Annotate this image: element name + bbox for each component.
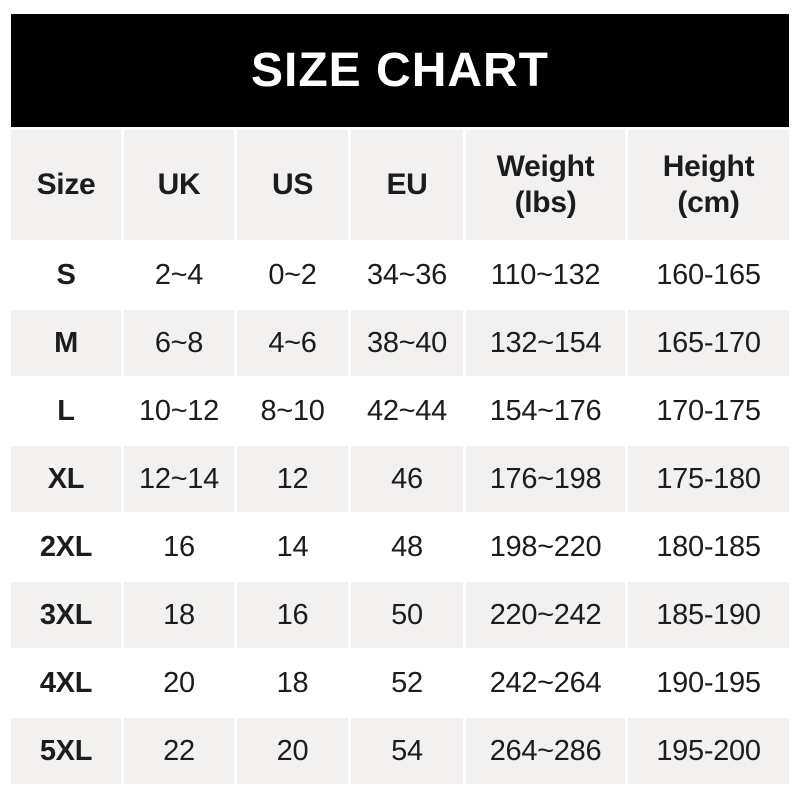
cell-size: M xyxy=(11,310,121,376)
cell-height: 160-165 xyxy=(628,242,789,308)
cell-size: XL xyxy=(11,446,121,512)
cell-height: 180-185 xyxy=(628,514,789,580)
cell-us: 8~10 xyxy=(237,378,348,444)
cell-eu: 46 xyxy=(351,446,463,512)
cell-height: 165-170 xyxy=(628,310,789,376)
cell-eu: 50 xyxy=(351,582,463,648)
cell-size: L xyxy=(11,378,121,444)
cell-uk: 10~12 xyxy=(124,378,234,444)
column-header-sublabel: (lbs) xyxy=(514,186,577,219)
cell-uk: 2~4 xyxy=(124,242,234,308)
cell-uk: 20 xyxy=(124,650,234,716)
cell-size: S xyxy=(11,242,121,308)
cell-uk: 16 xyxy=(124,514,234,580)
page-title: SIZE CHART xyxy=(251,44,549,97)
cell-us: 14 xyxy=(237,514,348,580)
cell-eu: 54 xyxy=(351,718,463,784)
column-header-label: EU xyxy=(386,168,428,201)
column-header-us: US xyxy=(237,130,348,240)
column-header-sublabel: (cm) xyxy=(677,186,740,219)
cell-us: 0~2 xyxy=(237,242,348,308)
column-header-label: Weight xyxy=(496,150,595,183)
cell-weight: 264~286 xyxy=(466,718,625,784)
cell-size: 2XL xyxy=(11,514,121,580)
cell-size: 3XL xyxy=(11,582,121,648)
cell-eu: 38~40 xyxy=(351,310,463,376)
cell-weight: 220~242 xyxy=(466,582,625,648)
cell-uk: 22 xyxy=(124,718,234,784)
title-banner: SIZE CHART xyxy=(11,14,789,127)
cell-eu: 42~44 xyxy=(351,378,463,444)
cell-height: 195-200 xyxy=(628,718,789,784)
column-header-eu: EU xyxy=(351,130,463,240)
cell-us: 20 xyxy=(237,718,348,784)
cell-height: 170-175 xyxy=(628,378,789,444)
column-header-uk: UK xyxy=(124,130,234,240)
size-chart-table: Size UK US EU Weight (lbs) Height (cm) S 2… xyxy=(11,130,789,784)
cell-us: 16 xyxy=(237,582,348,648)
column-header-label: Size xyxy=(36,168,96,201)
cell-us: 4~6 xyxy=(237,310,348,376)
column-header-height: Height (cm) xyxy=(628,130,789,240)
cell-weight: 154~176 xyxy=(466,378,625,444)
cell-weight: 176~198 xyxy=(466,446,625,512)
column-header-size: Size xyxy=(11,130,121,240)
cell-weight: 242~264 xyxy=(466,650,625,716)
cell-size: 4XL xyxy=(11,650,121,716)
column-header-label: US xyxy=(271,168,314,201)
cell-height: 185-190 xyxy=(628,582,789,648)
cell-uk: 12~14 xyxy=(124,446,234,512)
cell-weight: 198~220 xyxy=(466,514,625,580)
cell-height: 175-180 xyxy=(628,446,789,512)
cell-us: 12 xyxy=(237,446,348,512)
cell-size: 5XL xyxy=(11,718,121,784)
cell-weight: 110~132 xyxy=(466,242,625,308)
cell-height: 190-195 xyxy=(628,650,789,716)
cell-uk: 6~8 xyxy=(124,310,234,376)
column-header-label: Height xyxy=(662,150,755,183)
cell-eu: 48 xyxy=(351,514,463,580)
cell-uk: 18 xyxy=(124,582,234,648)
cell-eu: 52 xyxy=(351,650,463,716)
cell-us: 18 xyxy=(237,650,348,716)
cell-weight: 132~154 xyxy=(466,310,625,376)
column-header-weight: Weight (lbs) xyxy=(466,130,625,240)
cell-eu: 34~36 xyxy=(351,242,463,308)
column-header-label: UK xyxy=(157,168,201,201)
